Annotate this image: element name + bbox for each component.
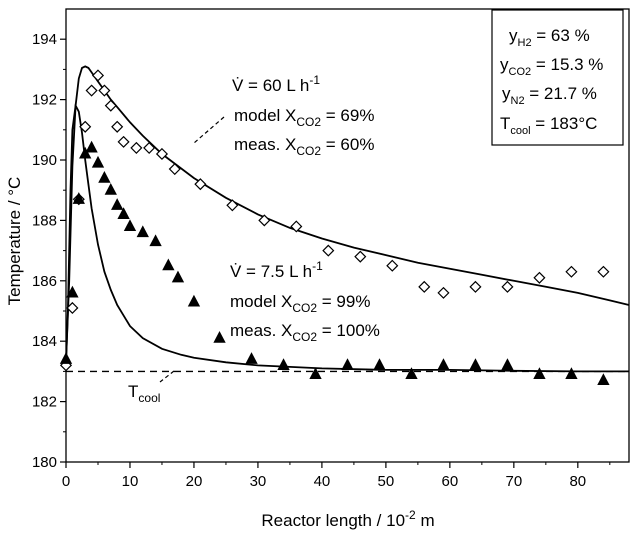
- diamond-point: [117, 135, 130, 148]
- diamond-point: [322, 244, 335, 257]
- x-axis-title: Reactor length / 10-2 m: [261, 508, 434, 530]
- diamond-point: [98, 84, 111, 97]
- x-tick-label: 20: [186, 473, 203, 490]
- y-tick-label: 182: [32, 394, 57, 411]
- x-tick-label: 10: [122, 473, 139, 490]
- y-tick-label: 190: [32, 152, 57, 169]
- model-line-1: [65, 102, 629, 373]
- diamond-point: [194, 178, 207, 191]
- y-tick-label: 188: [32, 212, 57, 229]
- triangle-point: [597, 373, 610, 386]
- diamond-point: [386, 259, 399, 272]
- tcool-label: Tcool: [128, 382, 160, 405]
- diamond-point: [565, 265, 578, 278]
- triangle-point: [66, 285, 79, 298]
- diamond-point: [130, 141, 143, 154]
- triangle-point: [98, 170, 111, 183]
- x-tick-label: 50: [378, 473, 395, 490]
- x-axis-title-unit: m: [416, 511, 435, 530]
- x-tick-label: 70: [505, 473, 522, 490]
- x-axis-title-main: Reactor length / 10: [261, 511, 405, 530]
- annotation-75-line2: model XCO2 = 99%: [230, 292, 370, 315]
- legend-row-n2: yN2 = 21.7 %: [502, 84, 597, 107]
- leader-line-tcool: [159, 370, 175, 383]
- triangle-point: [149, 234, 162, 247]
- diamond-point: [91, 69, 105, 82]
- triangle-point: [469, 358, 482, 370]
- legend-row-h2: yH2 = 63 %: [509, 26, 590, 49]
- triangle-point: [79, 146, 92, 159]
- x-tick-label: 40: [314, 473, 331, 490]
- diamond-point: [66, 301, 79, 315]
- diamond-point: [354, 250, 367, 263]
- triangle-point: [136, 225, 149, 238]
- triangle-point: [85, 140, 98, 153]
- plot-layer: 0 10 20 30 40 50 60 70 80 180 182 184 186 188 190 192 19…: [32, 8, 630, 490]
- diamond-point: [143, 141, 156, 154]
- triangle-point: [277, 358, 290, 370]
- legend-frame: [491, 9, 624, 146]
- y-tick-label: 192: [32, 92, 57, 109]
- annotation-60-line3: meas. XCO2 = 60%: [234, 135, 374, 158]
- diamond-point: [155, 147, 169, 161]
- diamond-point: [418, 280, 431, 293]
- annotation-75-line1: V̇ = 7.5 L h-1: [230, 259, 323, 281]
- diamond-point: [437, 286, 450, 299]
- x-tick-label: 80: [569, 473, 586, 490]
- triangle-point: [565, 367, 578, 380]
- diamond-point: [79, 120, 92, 133]
- diamond-point: [290, 220, 303, 233]
- annotation-60: V̇ = 60 L h-1 model XCO2 = 69% meas. XCO…: [232, 73, 374, 158]
- diamond-point: [501, 280, 514, 293]
- annotation-60-line2: model XCO2 = 69%: [234, 106, 374, 129]
- y-tick-label: 184: [32, 333, 57, 350]
- diamond-point: [226, 199, 239, 212]
- triangle-point: [162, 258, 175, 271]
- annotation-7-5: V̇ = 7.5 L h-1 model XCO2 = 99% meas. XC…: [230, 259, 380, 344]
- y-tick-label: 194: [32, 31, 57, 48]
- x-axis-title-exp: -2: [405, 508, 416, 522]
- triangle-point: [187, 294, 201, 307]
- diamond-point: [104, 99, 117, 112]
- plot-frame: [65, 8, 630, 463]
- diamond-point: [597, 265, 610, 278]
- legend-row-tcool: Tcool = 183°C: [500, 114, 597, 137]
- y-axis-title: Temperature / °C: [5, 177, 24, 306]
- triangle-point: [117, 207, 130, 219]
- diamond-point: [469, 280, 482, 293]
- triangle-point: [213, 331, 226, 343]
- x-tick-label: 60: [442, 473, 459, 490]
- leader-line-60: [193, 116, 225, 144]
- triangle-point: [171, 270, 185, 283]
- y-tick-label: 180: [32, 454, 57, 471]
- x-tick-label: 30: [250, 473, 267, 490]
- triangle-point: [341, 358, 354, 370]
- triangle-point: [501, 358, 514, 370]
- diamond-point: [85, 84, 98, 97]
- triangle-point: [309, 367, 322, 380]
- triangle-point: [123, 219, 137, 232]
- annotation-75-line3: meas. XCO2 = 100%: [230, 321, 380, 344]
- diamond-point: [533, 271, 546, 284]
- triangle-point: [373, 358, 386, 370]
- annotation-60-line1: V̇ = 60 L h-1: [232, 73, 320, 95]
- triangle-point: [104, 183, 117, 195]
- triangle-point: [72, 192, 85, 204]
- diamond-point: [168, 163, 181, 176]
- legend-box: yH2 = 63 % yCO2 = 15.3 % yN2 = 21.7 % Tc…: [491, 9, 624, 146]
- triangle-point: [111, 198, 124, 210]
- triangle-point: [59, 352, 73, 364]
- legend-row-co2: yCO2 = 15.3 %: [500, 55, 603, 78]
- triangle-point: [405, 367, 418, 380]
- x-tick-label: 0: [62, 473, 70, 490]
- diamond-point: [111, 120, 124, 133]
- diamond-point: [258, 214, 271, 227]
- triangle-point: [91, 155, 105, 168]
- triangle-point: [533, 367, 546, 380]
- triangle-point: [437, 358, 450, 370]
- triangle-point: [245, 352, 258, 364]
- y-tick-label: 186: [32, 273, 57, 290]
